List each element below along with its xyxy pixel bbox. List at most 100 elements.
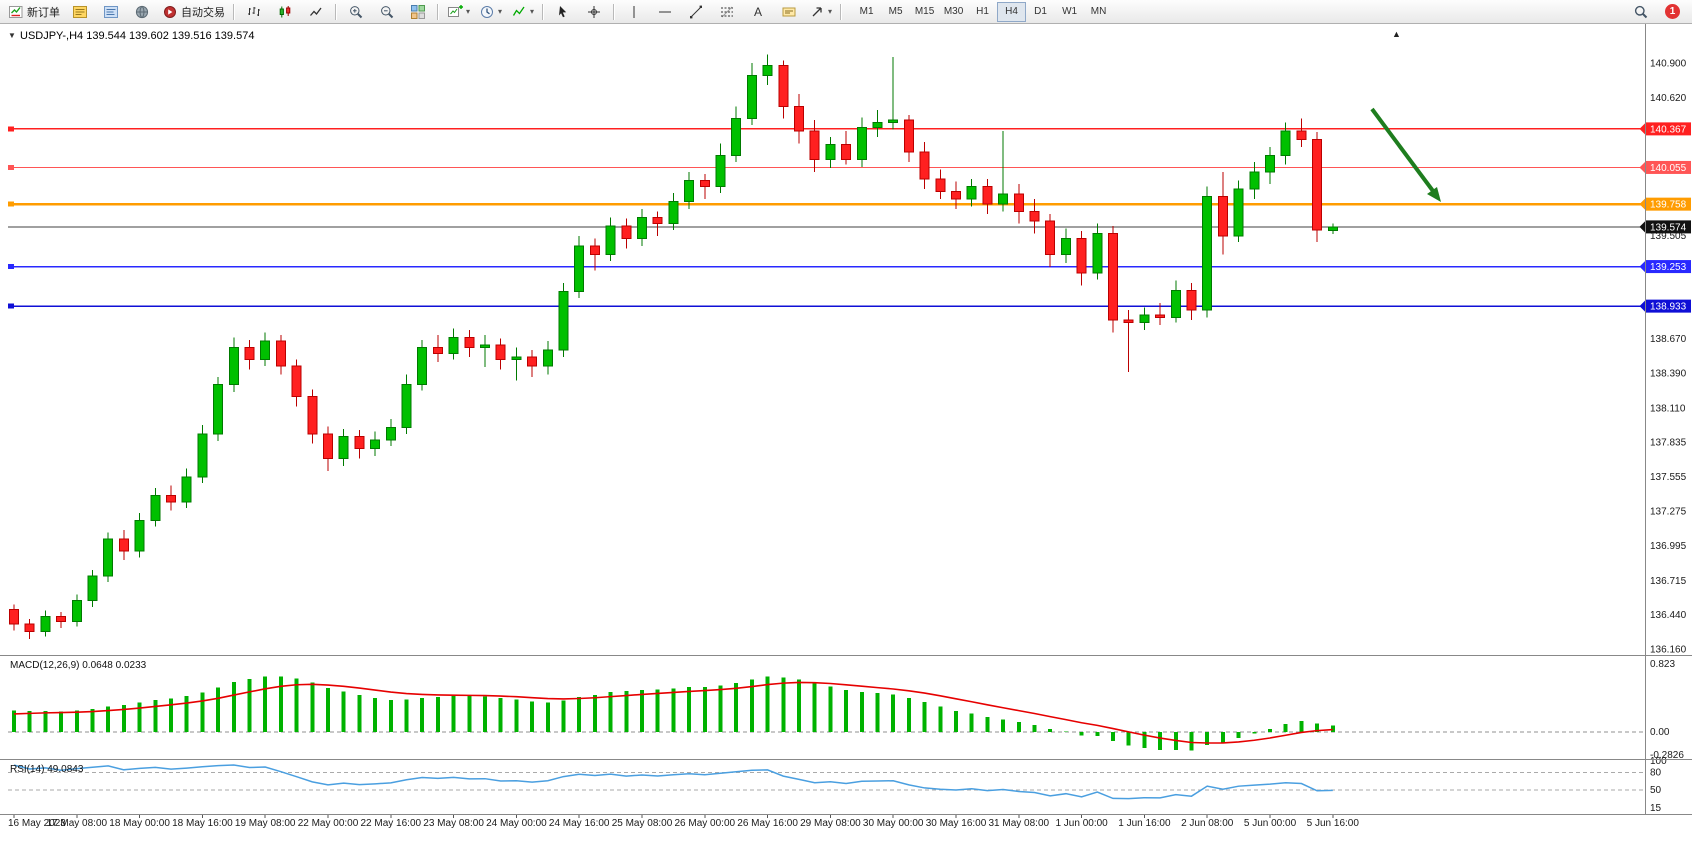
- time-axis-label: 31 May 08:00: [988, 818, 1049, 829]
- svg-text:A: A: [754, 5, 762, 19]
- navigator-button[interactable]: [96, 1, 126, 23]
- auto-trading-icon: [164, 5, 176, 18]
- timeframe-button-m15[interactable]: M15: [914, 6, 935, 17]
- search-icon: [1634, 5, 1648, 18]
- chart-title: USDJPY-,H4 139.544 139.602 139.516 139.5…: [20, 30, 254, 42]
- text-tool-button[interactable]: A: [743, 1, 773, 23]
- time-axis-label: 5 Jun 16:00: [1307, 818, 1360, 829]
- toolbar-separator: [840, 3, 843, 20]
- auto-trading-button[interactable]: 自动交易: [158, 1, 229, 23]
- fibonacci-button[interactable]: [712, 1, 742, 23]
- macd-axis-label: 0.00: [1650, 727, 1670, 738]
- zoom-out-icon: [381, 5, 394, 18]
- dropdown-caret: ▾: [828, 6, 833, 16]
- price-line-label: 139.758: [1650, 200, 1687, 211]
- hline-left-marker: [8, 201, 14, 207]
- price-chart-canvas[interactable]: 140.367 140.055 139.758 139.253 138.933 139.5…: [0, 24, 1692, 840]
- market-watch-button[interactable]: [65, 1, 95, 23]
- panel-collapse-icon[interactable]: ▲: [1392, 29, 1401, 39]
- toolbar-separator: [437, 3, 439, 20]
- crosshair-icon: [588, 5, 601, 18]
- indicators-button[interactable]: ▾: [507, 1, 538, 23]
- timeframe-button-h4[interactable]: H4: [997, 1, 1027, 22]
- timeframe-button-h1[interactable]: H1: [976, 6, 989, 17]
- profiles-button[interactable]: ▾: [475, 1, 506, 23]
- timeframe-group: M1 M5 M15 M30 H1 H4 D1 W1 MN: [852, 1, 1113, 22]
- time-axis-label: 1 Jun 00:00: [1055, 818, 1108, 829]
- time-axis-label: 30 May 00:00: [863, 818, 924, 829]
- timeframe-button-m5[interactable]: M5: [888, 6, 903, 17]
- price-tick-label: 137.275: [1650, 507, 1687, 518]
- crosshair-button[interactable]: [579, 1, 609, 23]
- price-tick-label: 138.390: [1650, 369, 1687, 380]
- trend-arrow-object[interactable]: [1370, 107, 1435, 193]
- time-axis-label: 24 May 00:00: [486, 818, 547, 829]
- arrows-tool-button[interactable]: ▾: [805, 1, 836, 23]
- time-axis-label: 24 May 16:00: [549, 818, 610, 829]
- trendline-icon: [690, 5, 703, 18]
- time-axis-label: 22 May 16:00: [360, 818, 421, 829]
- new-chart-button[interactable]: ▾: [443, 1, 474, 23]
- market-watch-icon: [73, 5, 87, 18]
- fibonacci-icon: [721, 6, 734, 17]
- zoom-out-button[interactable]: [372, 1, 402, 23]
- vertical-line-button[interactable]: [619, 1, 649, 23]
- time-axis-label: 23 May 08:00: [423, 818, 484, 829]
- timeframe-button-m1[interactable]: M1: [859, 6, 874, 17]
- dropdown-caret: ▾: [530, 6, 535, 16]
- price-tick-label: 136.995: [1650, 541, 1687, 552]
- dropdown-caret: ▾: [498, 6, 503, 16]
- arrows-tool-icon: [812, 6, 822, 16]
- timeframe-button-mn[interactable]: MN: [1090, 6, 1107, 17]
- price-line-labels: 140.367 140.055 139.758 139.253 138.933 139.5…: [1639, 122, 1691, 313]
- macd-label: MACD(12,26,9) 0.0648 0.0233: [10, 660, 147, 671]
- price-tick-label: 136.160: [1650, 644, 1687, 655]
- text-label-button[interactable]: [774, 1, 804, 23]
- hline-left-marker: [8, 164, 14, 170]
- navigator-icon: [104, 5, 118, 18]
- time-axis-label: 26 May 00:00: [674, 818, 735, 829]
- zoom-in-icon: [350, 5, 363, 18]
- new-order-label: 新订单: [27, 6, 60, 19]
- time-axis-label: 30 May 16:00: [926, 818, 987, 829]
- trendline-button[interactable]: [681, 1, 711, 23]
- price-line-label: 139.253: [1650, 262, 1687, 273]
- price-tick-label: 140.900: [1650, 59, 1687, 70]
- timeframe-button-m30[interactable]: M30: [943, 6, 964, 17]
- horizontal-line-button[interactable]: [650, 1, 680, 23]
- rsi-axis-label: 15: [1650, 803, 1662, 814]
- text-label-icon: [782, 7, 796, 16]
- zoom-in-button[interactable]: [341, 1, 371, 23]
- time-axis-label: 2 Jun 08:00: [1181, 818, 1234, 829]
- notification-badge[interactable]: 1: [1665, 4, 1680, 19]
- time-axis-label: 19 May 08:00: [235, 818, 296, 829]
- price-line-label: 140.055: [1650, 163, 1687, 174]
- horizontal-line-icon: [659, 11, 672, 12]
- new-order-button[interactable]: 新订单: [4, 1, 64, 23]
- price-line-label: 139.574: [1650, 222, 1687, 233]
- candlestick-chart-button[interactable]: [270, 1, 300, 23]
- new-order-icon: [9, 5, 23, 18]
- candles: [9, 54, 1338, 639]
- search-button[interactable]: [1626, 1, 1656, 23]
- timeframe-button-w1[interactable]: W1: [1062, 6, 1078, 17]
- hline-left-marker: [8, 264, 14, 270]
- price-axis[interactable]: 140.900 140.620 139.505 138.670 138.390 138.1…: [1650, 59, 1687, 656]
- toolbar-separator: [335, 3, 337, 20]
- tile-windows-button[interactable]: [403, 1, 433, 23]
- horizontal-line-objects[interactable]: [8, 126, 1645, 309]
- trend-arrow-head[interactable]: [1427, 187, 1441, 202]
- cursor-button[interactable]: [548, 1, 578, 23]
- terminal-button[interactable]: [127, 1, 157, 23]
- bar-chart-button[interactable]: [239, 1, 269, 23]
- time-axis-label: 22 May 00:00: [298, 818, 359, 829]
- hline-left-marker: [8, 126, 14, 132]
- price-tick-label: 139.505: [1650, 231, 1687, 242]
- chart-collapse-icon[interactable]: ▼: [8, 31, 16, 40]
- terminal-globe-icon: [135, 5, 149, 18]
- timeframe-button-d1[interactable]: D1: [1034, 6, 1047, 17]
- line-chart-button[interactable]: [301, 1, 331, 23]
- time-axis-label: 18 May 00:00: [109, 818, 170, 829]
